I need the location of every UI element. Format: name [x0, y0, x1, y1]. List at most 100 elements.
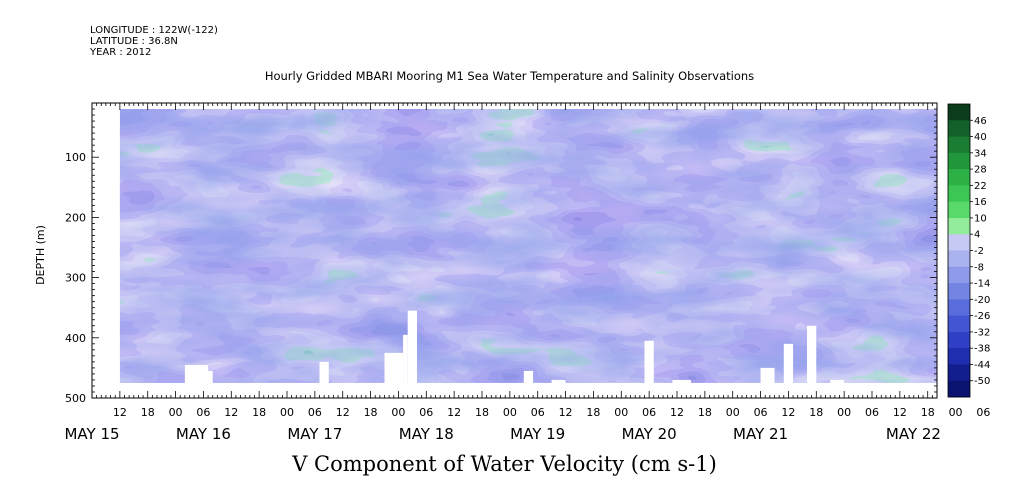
colorbar-label: 40	[974, 132, 987, 143]
colorbar-label: -50	[974, 376, 990, 387]
x-hour-tick-label: 12	[670, 406, 684, 419]
colorbar-swatch	[948, 364, 970, 382]
x-day-label: MAY 15	[64, 425, 119, 443]
velocity-field	[119, 109, 938, 383]
y-axis-label: DEPTH (m)	[34, 225, 47, 285]
x-hour-tick-label: 18	[141, 406, 155, 419]
colorbar-label: 28	[974, 165, 987, 176]
x-hour-tick-label: 06	[976, 406, 990, 419]
colorbar-swatch	[948, 169, 970, 186]
x-hour-tick-label: 18	[809, 406, 823, 419]
y-tick-label: 200	[65, 211, 86, 224]
colorbar-swatch	[948, 152, 970, 170]
y-tick-label: 400	[65, 332, 86, 345]
x-hour-tick-label: 12	[113, 406, 127, 419]
colorbar-swatch	[948, 250, 970, 268]
x-hour-tick-label: 12	[224, 406, 238, 419]
colorbar-label: -32	[974, 327, 990, 338]
colorbar-label: 10	[974, 213, 987, 224]
y-tick-label: 100	[65, 151, 86, 164]
colorbar-label: 16	[974, 197, 987, 208]
colorbar-swatch	[948, 104, 970, 121]
year-label: YEAR : 2012	[90, 47, 152, 58]
gap-15	[807, 325, 817, 384]
gap-11	[644, 340, 654, 384]
colorbar-label: -26	[974, 311, 990, 322]
gap-7	[407, 310, 417, 384]
x-hour-tick-label: 12	[447, 406, 461, 419]
colorbar-swatch	[948, 331, 970, 349]
colorbar-label: 34	[974, 148, 987, 159]
colorbar-label: 46	[974, 116, 987, 127]
gap-16	[830, 379, 845, 384]
x-hour-tick-label: 00	[391, 406, 405, 419]
x-hour-tick-label: 18	[698, 406, 712, 419]
gap-14	[783, 343, 794, 384]
x-axis-title: V Component of Water Velocity (cm s-1)	[292, 452, 717, 476]
colorbar-swatch	[948, 201, 970, 219]
chart-title: Hourly Gridded MBARI Mooring M1 Sea Wate…	[264, 69, 755, 83]
colorbar-swatch	[948, 283, 970, 300]
x-hour-tick-label: 12	[893, 406, 907, 419]
x-hour-tick-label: 12	[781, 406, 795, 419]
colorbar-label: -38	[974, 344, 990, 355]
colorbar-swatch	[948, 380, 970, 398]
x-day-label: MAY 18	[399, 425, 454, 443]
gap-3	[319, 361, 329, 384]
gap-4	[352, 382, 366, 384]
colorbar-label: 4	[974, 230, 980, 241]
gap-9	[523, 370, 534, 384]
x-hour-tick-label: 18	[252, 406, 266, 419]
x-hour-tick-label: 00	[169, 406, 183, 419]
colorbar: 46 40 34 28 22 16 10 4 -2 -8 -14 -20 -26 -32 -38 -44 -50	[947, 103, 990, 398]
x-hour-tick-label: 06	[419, 406, 433, 419]
colorbar-label: -44	[974, 360, 990, 371]
x-hour-tick-label: 12	[336, 406, 350, 419]
y-tick-label: 500	[65, 392, 86, 405]
x-day-label: MAY 16	[176, 425, 231, 443]
x-hour-tick-label: 18	[364, 406, 378, 419]
y-tick-label: 300	[65, 272, 86, 285]
colorbar-label: 22	[974, 181, 987, 192]
x-hour-tick-label: 00	[503, 406, 517, 419]
x-hour-tick-label: 00	[614, 406, 628, 419]
x-hour-tick-label: 00	[949, 406, 963, 419]
colorbar-swatch	[948, 299, 970, 317]
x-hour-tick-label: 06	[308, 406, 322, 419]
x-hour-tick-label: 18	[921, 406, 935, 419]
x-day-label: MAY 21	[733, 425, 788, 443]
x-hour-tick-label: 06	[531, 406, 545, 419]
x-hour-tick-label: 00	[837, 406, 851, 419]
x-day-label: MAY 22	[886, 425, 941, 443]
colorbar-swatch	[948, 217, 970, 235]
gap-5	[384, 352, 404, 384]
x-day-label: MAY 19	[510, 425, 565, 443]
x-hour-tick-label: 06	[754, 406, 768, 419]
colorbar-swatch	[948, 136, 970, 154]
x-hour-tick-label: 06	[865, 406, 879, 419]
x-day-label: MAY 20	[622, 425, 677, 443]
longitude-label: LONGITUDE : 122W(-122)	[90, 25, 218, 36]
x-hour-tick-label: 12	[559, 406, 573, 419]
colorbar-swatch	[948, 185, 970, 203]
x-hour-tick-label: 00	[280, 406, 294, 419]
gap-6	[403, 334, 408, 384]
gap-1	[203, 370, 213, 384]
x-hour-tick-label: 00	[726, 406, 740, 419]
colorbar-swatch	[948, 120, 970, 137]
x-hour-tick-label: 06	[196, 406, 210, 419]
colorbar-swatch	[948, 348, 970, 365]
gap-10	[551, 379, 566, 384]
x-hour-tick-label: 18	[475, 406, 489, 419]
gap-12	[672, 379, 691, 384]
colorbar-swatch	[948, 266, 970, 284]
x-day-label: MAY 17	[287, 425, 342, 443]
axis-ticks	[91, 102, 938, 399]
x-hour-tick-label: 18	[586, 406, 600, 419]
latitude-label: LATITUDE : 36.8N	[90, 36, 178, 47]
x-hour-tick-label: 06	[642, 406, 656, 419]
gap-13	[760, 367, 775, 384]
colorbar-label: -14	[974, 279, 990, 290]
gap-0	[184, 364, 209, 384]
